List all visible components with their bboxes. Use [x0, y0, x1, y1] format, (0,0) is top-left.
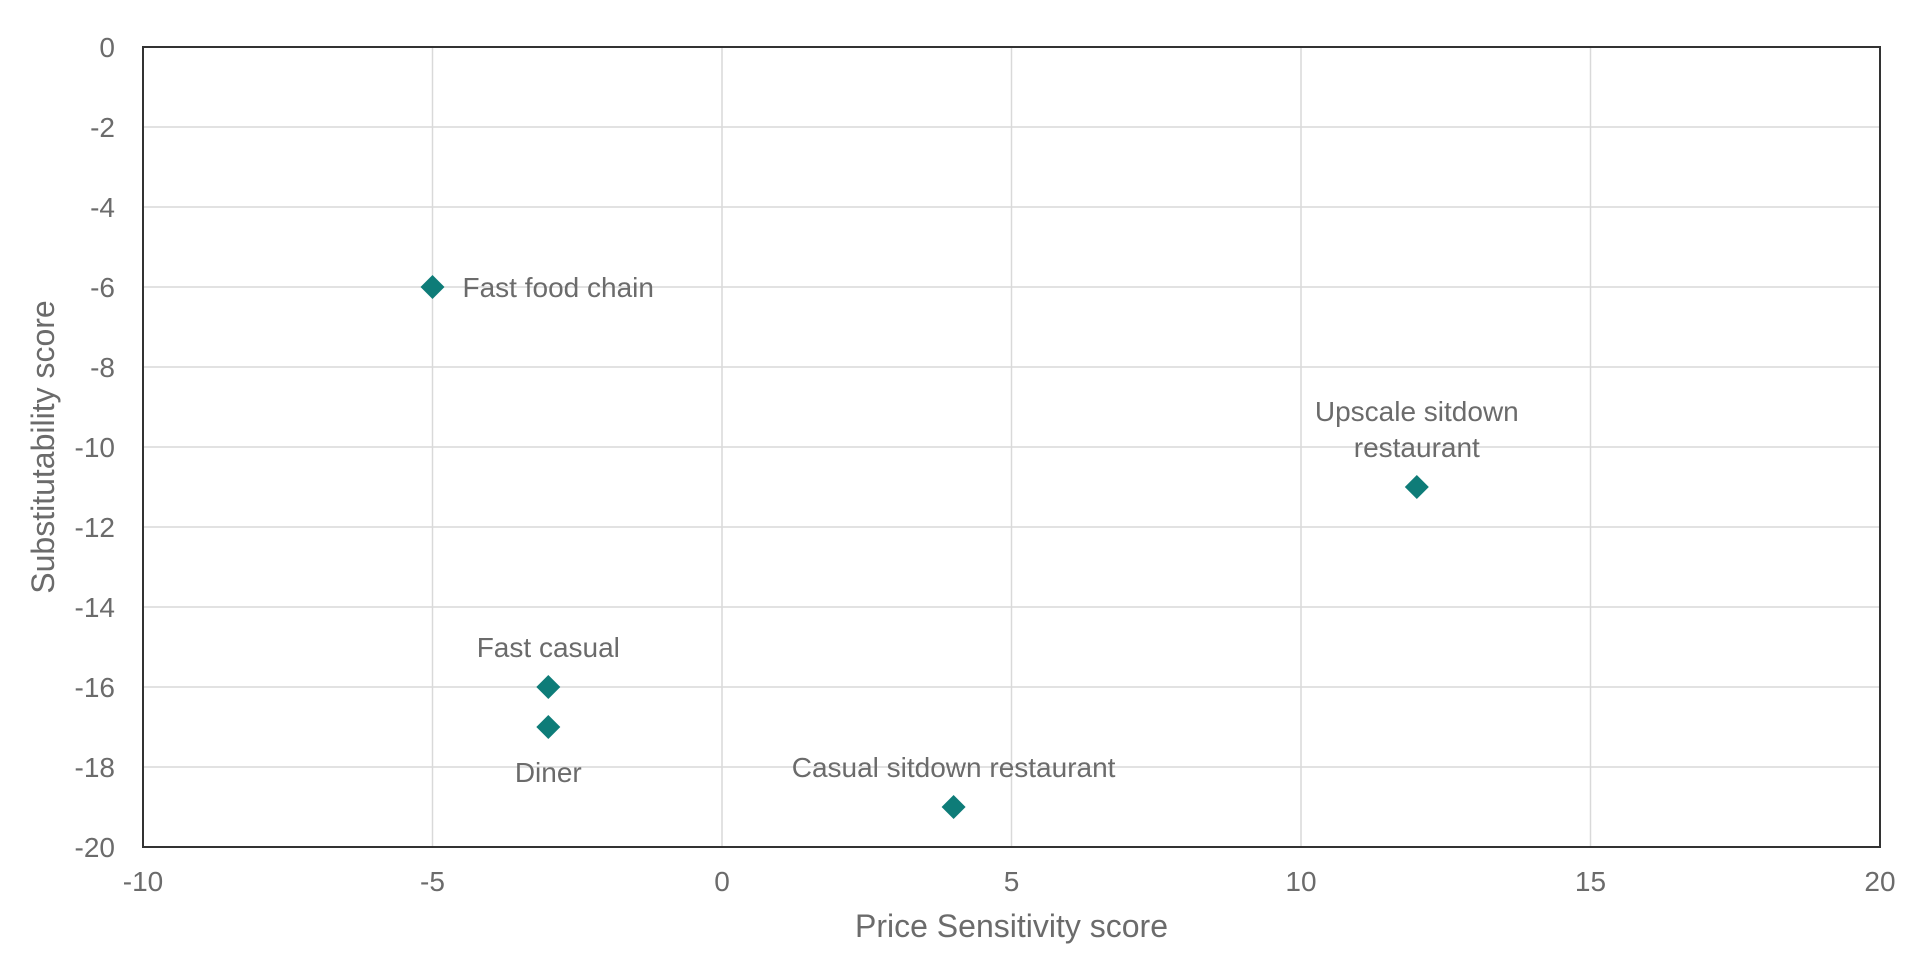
data-point-label: Diner	[515, 757, 582, 788]
y-tick-label: -8	[90, 352, 115, 383]
y-tick-label: -4	[90, 192, 115, 223]
y-tick-label: -12	[75, 512, 115, 543]
x-tick-label: 5	[1004, 866, 1020, 897]
x-tick-label: 10	[1285, 866, 1316, 897]
y-tick-label: -14	[75, 592, 115, 623]
y-tick-label: -2	[90, 112, 115, 143]
data-point-label: Fast casual	[477, 632, 620, 663]
data-point-label: Casual sitdown restaurant	[792, 752, 1116, 783]
data-point-marker	[420, 275, 445, 299]
data-point-label: Fast food chain	[463, 272, 654, 303]
data-point-label: Upscale sitdown restaurant	[1315, 396, 1519, 463]
y-tick-label: -16	[75, 672, 115, 703]
data-point-marker	[941, 795, 966, 819]
y-axis-title: Substitutability score	[25, 300, 61, 593]
y-tick-label: -10	[75, 432, 115, 463]
y-tick-label: -6	[90, 272, 115, 303]
x-tick-label: 15	[1575, 866, 1606, 897]
x-tick-label: 20	[1864, 866, 1895, 897]
y-axis-ticks: 0 -2 -4 -6 -8 -10 -12 -14 -16 -18 -20	[75, 32, 115, 863]
x-axis-title: Price Sensitivity score	[855, 908, 1168, 944]
x-tick-label: -5	[420, 866, 445, 897]
point-labels: Fast food chain Upscale sitdown restaurant…	[463, 272, 1519, 788]
y-tick-label: -18	[75, 752, 115, 783]
y-tick-label: 0	[99, 32, 115, 63]
plot-frame	[142, 46, 1881, 848]
x-tick-label: -10	[123, 866, 163, 897]
data-point-marker	[536, 675, 561, 699]
gridlines	[143, 47, 1880, 847]
y-tick-label: -20	[75, 832, 115, 863]
x-axis-ticks: -10 -5 0 5 10 15 20	[123, 866, 1896, 897]
data-point-marker	[1404, 475, 1429, 499]
x-tick-label: 0	[714, 866, 730, 897]
data-points	[420, 275, 1429, 819]
data-point-marker	[536, 715, 561, 739]
